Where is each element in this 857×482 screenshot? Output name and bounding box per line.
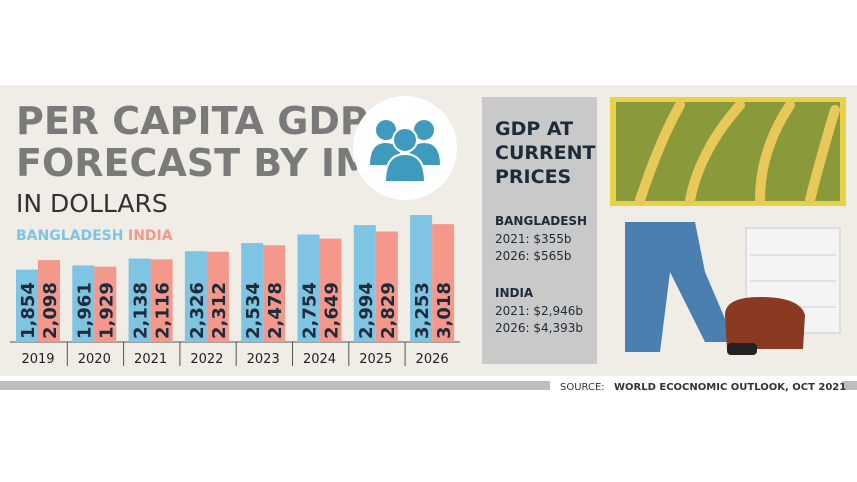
value-label: 2,312: [209, 282, 230, 339]
bar: [184, 251, 207, 342]
sidebar-section-title: BANGLADESH: [495, 214, 587, 228]
x-tick-label: 2023: [247, 352, 280, 367]
sidebar-line: 2026: $565b: [495, 249, 572, 263]
x-tick-label: 2019: [21, 352, 54, 367]
bar: [353, 225, 376, 342]
bar: [38, 260, 60, 342]
legend-label: BANGLADESH: [16, 228, 123, 244]
sidebar-section-title: INDIA: [495, 286, 534, 300]
title-line: PER CAPITA GDP: [16, 99, 368, 143]
value-label: 1,929: [96, 282, 117, 339]
sidebar-heading: GDP AT: [495, 118, 573, 140]
people-icon: [353, 96, 457, 200]
bar: [297, 234, 320, 342]
bar: [72, 265, 95, 342]
value-label: 2,534: [243, 282, 264, 339]
clothes-photo: [625, 222, 841, 355]
x-tick-label: 2024: [303, 352, 336, 367]
bar: [319, 238, 342, 342]
bar: [16, 269, 38, 342]
value-label: 2,994: [356, 282, 377, 339]
subtitle: IN DOLLARS: [16, 189, 168, 218]
value-label: 2,649: [322, 282, 343, 339]
value-label: 3,253: [412, 282, 433, 339]
x-tick-label: 2026: [416, 352, 449, 367]
sidebar-heading: PRICES: [495, 166, 571, 188]
value-label: 2,478: [265, 282, 286, 339]
bar: [94, 266, 117, 342]
value-label: 1,961: [74, 282, 95, 339]
source-text: WORLD ECOCNOMIC OUTLOOK, OCT 2021: [614, 382, 846, 393]
sidebar-heading: CURRENT: [495, 142, 596, 164]
x-tick-label: 2025: [359, 352, 392, 367]
value-label: 3,018: [434, 282, 455, 339]
rice-photo: [610, 97, 846, 206]
value-label: 2,098: [40, 282, 61, 339]
bar: [263, 245, 286, 342]
bar-chart: 2019 1,854 2,098 2020 1,961 1,929 2021 2,138 2,1…: [10, 215, 460, 367]
sidebar-line: 2021: $2,946b: [495, 304, 583, 318]
x-tick-label: 2020: [78, 352, 111, 367]
bar: [150, 259, 173, 342]
value-label: 2,754: [300, 282, 321, 339]
value-label: 2,829: [378, 282, 399, 339]
bar: [432, 224, 455, 342]
bar: [206, 251, 229, 342]
value-label: 2,116: [153, 282, 174, 339]
bar: [375, 231, 398, 342]
bar: [241, 243, 264, 342]
source-bar: [842, 381, 857, 390]
sidebar-line: 2021: $355b: [495, 232, 572, 246]
value-label: 2,138: [131, 282, 152, 339]
value-label: 1,854: [18, 282, 39, 339]
x-tick-label: 2022: [190, 352, 223, 367]
title-line: FORECAST BY IMF: [16, 141, 399, 185]
sidebar-box: [482, 97, 597, 364]
value-label: 2,326: [187, 282, 208, 339]
source-bar: [0, 381, 550, 390]
source-label: SOURCE:: [560, 382, 605, 393]
legend-label: INDIA: [128, 228, 173, 244]
x-tick-label: 2021: [134, 352, 167, 367]
bar: [128, 258, 151, 342]
sidebar-line: 2026: $4,393b: [495, 321, 583, 335]
bar: [410, 215, 433, 342]
